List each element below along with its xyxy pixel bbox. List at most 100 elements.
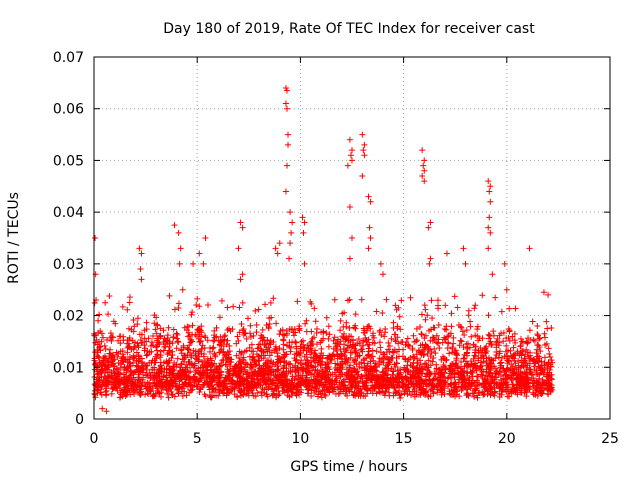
data-point (183, 392, 190, 399)
data-point (164, 351, 171, 358)
data-point (461, 331, 468, 338)
data-point (186, 359, 193, 366)
data-point (478, 354, 485, 361)
data-point (429, 338, 436, 345)
data-point (463, 390, 470, 397)
data-point (106, 292, 113, 299)
data-point (287, 369, 294, 376)
data-point (393, 306, 400, 313)
data-point (362, 371, 369, 378)
data-point (504, 374, 511, 381)
data-point (318, 329, 325, 336)
data-point (337, 338, 344, 345)
data-point (500, 338, 507, 345)
data-point (95, 353, 102, 360)
data-point (428, 297, 435, 304)
data-point (234, 393, 241, 400)
data-point (220, 356, 227, 363)
data-point (379, 309, 386, 316)
data-point (340, 346, 347, 353)
data-point (435, 297, 442, 304)
data-point (198, 346, 205, 353)
data-point (216, 374, 223, 381)
data-point (427, 393, 434, 400)
data-point (229, 326, 236, 333)
data-point (352, 311, 359, 318)
data-point (360, 342, 367, 349)
data-point (104, 336, 111, 343)
data-point (506, 337, 513, 344)
data-point (486, 369, 493, 376)
data-point (323, 329, 330, 336)
data-point (258, 388, 265, 395)
data-point (468, 333, 475, 340)
data-point (192, 369, 199, 376)
data-point (124, 377, 131, 384)
data-point (253, 321, 260, 328)
data-point (302, 320, 309, 327)
data-point (409, 372, 416, 379)
data-point (396, 353, 402, 360)
data-point (173, 382, 180, 389)
data-point (248, 341, 255, 348)
data-point (435, 340, 442, 347)
data-point (305, 363, 312, 370)
data-point (410, 383, 417, 390)
data-point (429, 358, 436, 365)
data-point (398, 297, 405, 304)
data-point (201, 357, 208, 364)
data-point (344, 297, 351, 304)
data-point (254, 389, 261, 396)
data-point (143, 352, 150, 359)
data-point (108, 337, 115, 344)
data-point (97, 389, 104, 396)
data-point (126, 372, 133, 379)
data-point (543, 318, 550, 325)
data-point (245, 315, 252, 322)
data-point (218, 387, 225, 394)
data-point (241, 329, 248, 336)
data-point (271, 347, 278, 354)
data-point (280, 346, 287, 353)
data-point (126, 325, 133, 332)
data-point (526, 327, 533, 334)
data-point (238, 321, 245, 328)
data-point (471, 305, 478, 312)
data-point (204, 379, 211, 386)
data-point (431, 324, 438, 331)
data-point (464, 345, 471, 352)
data-point (202, 393, 209, 400)
data-point (230, 303, 237, 310)
data-point (190, 347, 197, 354)
data-point (336, 390, 343, 397)
data-point (137, 337, 144, 344)
data-point (224, 337, 231, 344)
data-point (452, 360, 459, 367)
data-point (119, 303, 126, 310)
data-point (204, 372, 211, 379)
data-point (475, 357, 482, 364)
data-point (153, 344, 160, 351)
data-point (493, 338, 500, 345)
data-point (397, 394, 404, 401)
data-point (432, 350, 439, 357)
data-point (472, 332, 479, 339)
data-point (469, 390, 476, 397)
data-point (351, 324, 358, 331)
data-point (418, 330, 425, 337)
data-point (226, 367, 233, 374)
data-point (459, 379, 466, 386)
data-point (331, 296, 338, 303)
data-point (171, 306, 178, 313)
data-point (354, 368, 361, 375)
data-point (448, 310, 455, 317)
data-point (460, 343, 467, 350)
data-point (252, 393, 259, 400)
data-point (91, 355, 98, 362)
data-point (506, 358, 513, 365)
data-point (371, 340, 378, 347)
data-point (511, 330, 518, 337)
data-point (397, 391, 404, 398)
data-point (512, 305, 519, 312)
